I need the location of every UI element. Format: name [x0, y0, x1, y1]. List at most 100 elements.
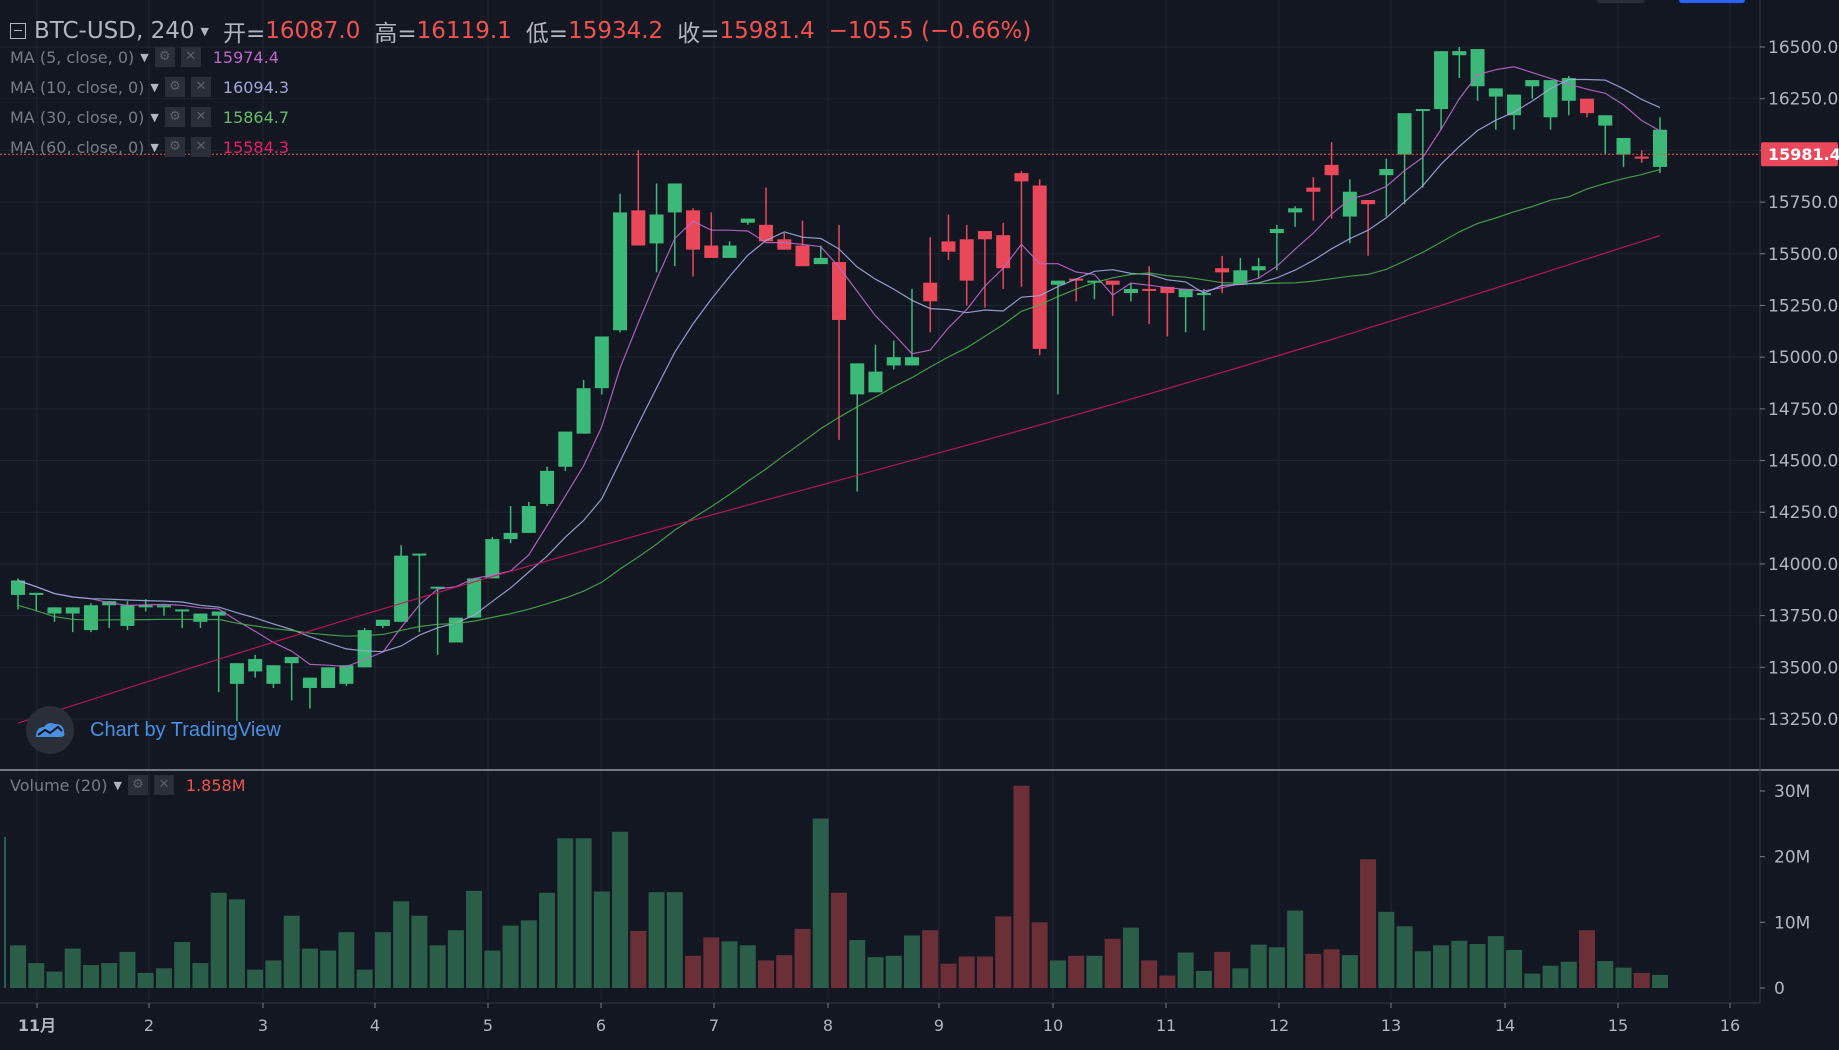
volume-bar — [922, 930, 939, 988]
volume-bar — [703, 937, 720, 988]
candle-body — [266, 665, 281, 684]
candle-body — [1580, 98, 1595, 114]
volume-bar — [1414, 951, 1431, 988]
close-icon[interactable]: ✕ — [180, 47, 201, 67]
volume-bar — [228, 899, 245, 988]
price-tick-label: 16500.0 — [1768, 38, 1838, 58]
volume-bar — [374, 932, 391, 988]
volume-bar — [1524, 973, 1541, 988]
candle-body — [1324, 164, 1339, 176]
volume-bar — [758, 960, 775, 988]
symbol-interval[interactable]: BTC-USD, 240 — [34, 18, 195, 44]
volume-bar — [484, 950, 501, 988]
toolbar-tab-active[interactable] — [1679, 0, 1745, 3]
candle-body — [1434, 51, 1449, 110]
candle-body — [850, 363, 865, 395]
indicator-label: Volume (20) — [10, 775, 108, 795]
close-icon[interactable]: ✕ — [153, 775, 174, 795]
gear-icon[interactable]: ⚙ — [154, 47, 175, 67]
candle-body — [996, 235, 1011, 269]
volume-bar — [174, 942, 191, 988]
gear-icon[interactable]: ⚙ — [127, 775, 148, 795]
candle-body — [631, 210, 646, 246]
volume-bar — [794, 928, 811, 988]
candle-body — [1014, 173, 1029, 182]
indicator-value: 15584.3 — [222, 137, 290, 157]
time-tick-label: 10 — [1043, 1016, 1063, 1035]
candle-body — [923, 282, 938, 302]
chevron-down-icon[interactable]: ▼ — [140, 50, 149, 64]
volume-bar — [466, 890, 483, 988]
candle-body — [1160, 286, 1175, 294]
volume-bar — [1287, 910, 1304, 988]
volume-bar — [685, 955, 702, 988]
gear-icon[interactable]: ⚙ — [164, 137, 185, 157]
candle-body — [339, 665, 354, 684]
volume-bar — [265, 960, 282, 988]
candle-body — [156, 605, 171, 608]
candle-body — [1543, 80, 1558, 118]
candle-body — [83, 605, 98, 631]
price-tick-label: 13250.0 — [1768, 710, 1838, 730]
volume-bar — [940, 963, 957, 988]
candle-body — [47, 607, 62, 614]
volume-bar — [867, 957, 884, 988]
volume-bar — [976, 956, 993, 988]
price-tick-label: 13500.0 — [1768, 658, 1838, 678]
candle-body — [813, 257, 828, 265]
chevron-down-icon[interactable]: ▼ — [150, 110, 159, 124]
time-tick-label: 5 — [483, 1016, 493, 1035]
candle-body — [704, 245, 719, 258]
tradingview-branding[interactable]: Chart by TradingView — [26, 706, 281, 754]
gear-icon[interactable]: ⚙ — [164, 77, 185, 97]
candle-body — [959, 239, 974, 281]
price-tick-label: 14000.0 — [1768, 555, 1838, 575]
volume-bar — [739, 945, 756, 988]
candle-body — [229, 663, 244, 684]
indicator-ma30[interactable]: MA (30, close, 0) ▼ ⚙ ✕ 15864.7 — [10, 107, 289, 127]
price-tick-label: 15000.0 — [1768, 348, 1838, 368]
chevron-down-icon[interactable]: ▼ — [150, 80, 159, 94]
gear-icon[interactable]: ⚙ — [164, 107, 185, 127]
indicator-ma10[interactable]: MA (10, close, 0) ▼ ⚙ ✕ 16094.3 — [10, 77, 289, 97]
volume-bar — [1323, 949, 1340, 988]
candle-body — [1233, 270, 1248, 285]
toolbar-tab[interactable] — [1597, 0, 1645, 3]
indicator-value: 16094.3 — [222, 77, 290, 97]
close-icon[interactable]: ✕ — [190, 77, 211, 97]
chevron-down-icon[interactable]: ▼ — [200, 24, 209, 38]
indicator-volume[interactable]: Volume (20) ▼ ⚙ ✕ 1.858M — [10, 775, 246, 795]
candle-body — [886, 357, 901, 366]
volume-bar — [82, 965, 99, 988]
volume-tick-label: 10M — [1774, 913, 1810, 933]
volume-bar — [1560, 961, 1577, 988]
volume-bar — [1049, 960, 1066, 988]
collapse-icon[interactable] — [10, 23, 26, 39]
volume-bar — [1159, 975, 1176, 988]
low-value: 15934.2 — [568, 18, 664, 44]
close-icon[interactable]: ✕ — [190, 107, 211, 127]
candle-body — [11, 580, 25, 595]
candle-body — [412, 553, 427, 556]
indicator-ma5[interactable]: MA (5, close, 0) ▼ ⚙ ✕ 15974.4 — [10, 47, 279, 67]
last-price-tag — [1761, 142, 1838, 167]
high-value: 16119.1 — [416, 18, 512, 44]
volume-bar — [64, 948, 81, 988]
close-icon[interactable]: ✕ — [190, 137, 211, 157]
chevron-down-icon[interactable]: ▼ — [113, 778, 122, 792]
candle-body — [1452, 51, 1467, 56]
volume-bar — [1177, 952, 1194, 988]
volume-bar — [1141, 960, 1158, 988]
chevron-down-icon[interactable]: ▼ — [150, 140, 159, 154]
candle-body — [248, 659, 263, 672]
volume-bar — [155, 968, 172, 988]
volume-bar — [1579, 930, 1596, 988]
candle-body — [1288, 208, 1303, 213]
ma60-line — [17, 234, 1661, 724]
volume-bar — [119, 951, 136, 988]
candle-body — [321, 667, 336, 688]
candle-body — [29, 592, 44, 595]
time-tick-label: 6 — [596, 1016, 606, 1035]
indicator-ma60[interactable]: MA (60, close, 0) ▼ ⚙ ✕ 15584.3 — [10, 137, 289, 157]
